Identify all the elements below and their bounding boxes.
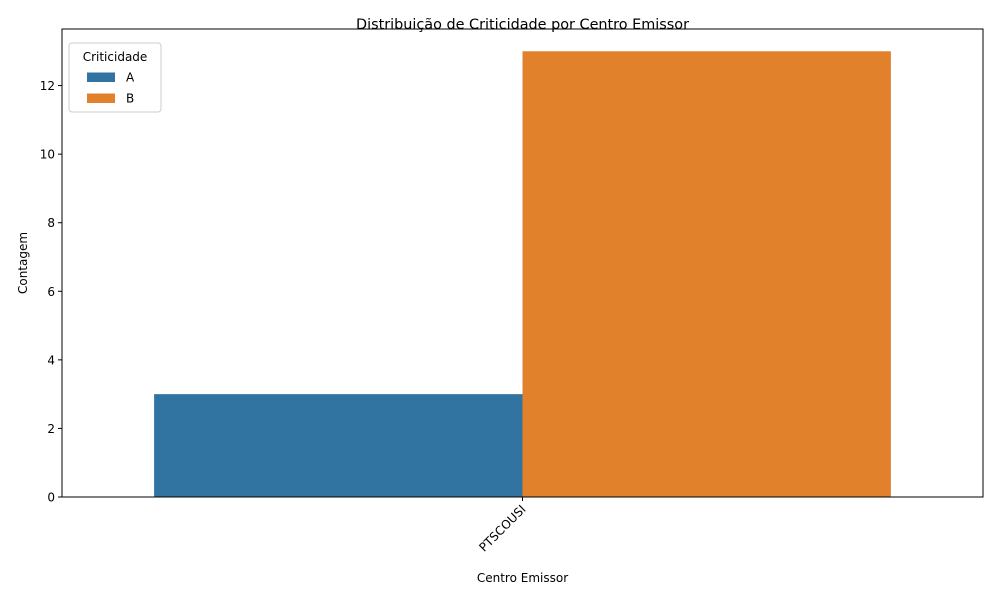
y-axis-title: Contagem — [16, 232, 30, 294]
y-tick-label: 0 — [47, 491, 55, 505]
y-tick-label: 4 — [47, 353, 55, 367]
legend-title: Criticidade — [83, 50, 148, 64]
x-axis-title: Centro Emissor — [477, 571, 568, 585]
legend-label-B: B — [126, 92, 134, 106]
y-tick-label: 10 — [40, 148, 55, 162]
legend-swatch-A — [87, 72, 115, 82]
bar-B-PTSCOUSI — [522, 51, 891, 498]
y-tick-label: 8 — [47, 216, 55, 230]
legend-swatch-B — [87, 93, 115, 103]
chart-title: Distribuição de Criticidade por Centro E… — [356, 17, 689, 33]
y-tick-label: 2 — [47, 422, 55, 436]
bar-A-PTSCOUSI — [154, 394, 523, 497]
legend: Criticidade AB — [68, 42, 162, 113]
y-tick-label: 12 — [40, 79, 55, 93]
y-tick-label: 6 — [47, 285, 55, 299]
legend-entries: AB — [87, 71, 135, 106]
legend-label-A: A — [126, 71, 135, 85]
